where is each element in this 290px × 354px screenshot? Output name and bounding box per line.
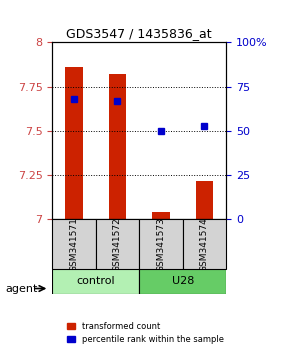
FancyBboxPatch shape [96, 219, 139, 269]
FancyBboxPatch shape [52, 269, 139, 294]
Text: agent: agent [6, 284, 38, 293]
Bar [196, 181, 213, 219]
Text: GSM341571: GSM341571 [69, 217, 79, 272]
Bar [65, 67, 83, 219]
Title: GDS3547 / 1435836_at: GDS3547 / 1435836_at [66, 27, 212, 40]
Text: GSM341573: GSM341573 [156, 217, 166, 272]
Text: U28: U28 [171, 276, 194, 286]
Text: control: control [76, 276, 115, 286]
Text: GSM341574: GSM341574 [200, 217, 209, 272]
Bar [152, 212, 170, 219]
Legend: transformed count, percentile rank within the sample: transformed count, percentile rank withi… [64, 319, 226, 346]
FancyBboxPatch shape [139, 269, 226, 294]
Bar [109, 74, 126, 219]
Text: GSM341572: GSM341572 [113, 217, 122, 272]
FancyBboxPatch shape [52, 219, 96, 269]
FancyBboxPatch shape [183, 219, 226, 269]
FancyBboxPatch shape [139, 219, 183, 269]
